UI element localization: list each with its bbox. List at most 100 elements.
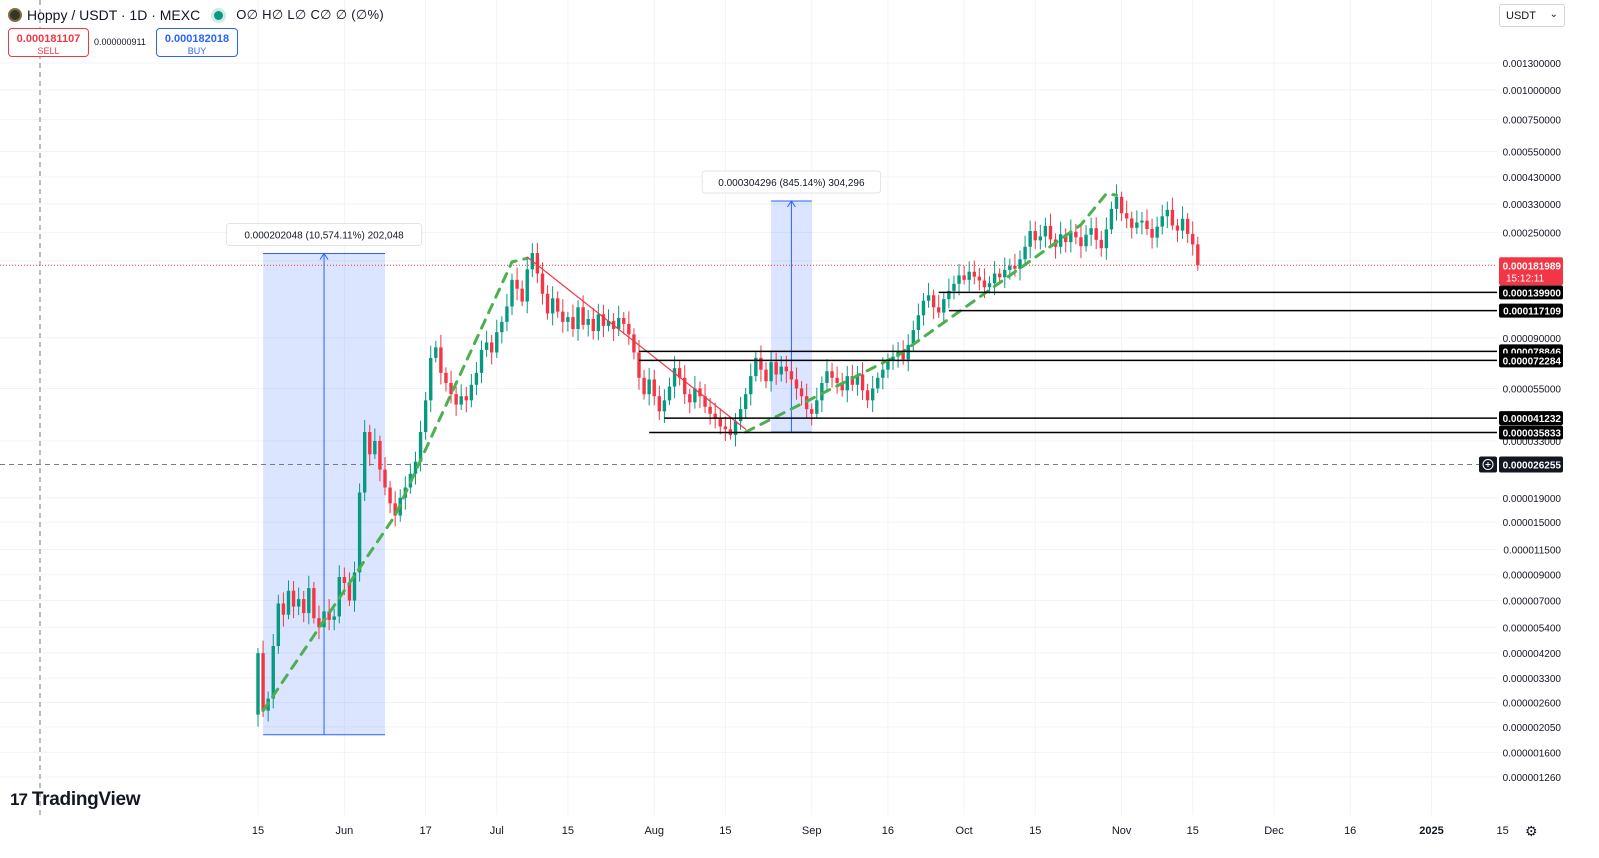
candle: [276, 594, 281, 654]
candle: [1053, 233, 1058, 259]
trend-line-dashed: [261, 256, 529, 713]
candle-body: [1003, 269, 1007, 278]
candle-body: [479, 349, 484, 373]
candle-body: [622, 318, 626, 324]
candle-body: [444, 372, 448, 383]
candle-body: [713, 413, 717, 419]
candle: [1104, 217, 1109, 260]
candle: [916, 303, 921, 341]
candle: [911, 320, 916, 352]
symbol-title[interactable]: Hoppy / USDT · 1D · MEXC: [27, 7, 201, 23]
candle-body: [952, 283, 956, 291]
sell-button[interactable]: 0.000181107 SELL: [8, 28, 89, 57]
tradingview-logo[interactable]: 17 TradingView: [10, 789, 141, 811]
candle-body: [987, 283, 992, 288]
candle-body: [921, 300, 926, 316]
candle: [921, 293, 926, 326]
candle-body: [794, 379, 799, 389]
candle: [1064, 228, 1068, 253]
candle: [1155, 216, 1159, 248]
currency-select[interactable]: USDT ⌄: [1499, 4, 1565, 27]
current-price-box: [1499, 257, 1563, 286]
candle-body: [855, 374, 860, 385]
candle-body: [992, 273, 997, 284]
price-tick-label: 0.000330000: [1503, 200, 1562, 211]
candle: [708, 398, 712, 425]
time-tick-label: Jun: [335, 825, 353, 837]
candle: [362, 420, 367, 502]
candle-body: [784, 366, 789, 372]
candle-body: [1155, 226, 1159, 238]
price-tick-label: 0.001000000: [1503, 86, 1562, 97]
candle: [815, 387, 819, 419]
candle: [1043, 217, 1048, 248]
candle: [1038, 224, 1043, 250]
candle-body: [586, 319, 590, 325]
candle: [566, 311, 570, 332]
candle: [1033, 221, 1037, 249]
candle: [723, 416, 728, 442]
candle: [789, 362, 794, 385]
candle: [505, 293, 509, 332]
candle-body: [556, 298, 560, 312]
candle: [992, 261, 997, 296]
time-tick-label: Sep: [802, 825, 822, 837]
candle-body: [1033, 231, 1037, 241]
candle: [1074, 223, 1078, 245]
price-tick-label: 0.000001600: [1503, 748, 1562, 759]
buy-button[interactable]: 0.000182018 BUY: [156, 28, 238, 57]
candle-body: [1028, 231, 1032, 247]
gear-icon[interactable]: ⚙: [1525, 823, 1538, 839]
candle: [307, 575, 311, 625]
candle-body: [317, 618, 321, 628]
time-tick-label: Nov: [1112, 825, 1132, 837]
candle-body: [698, 388, 702, 397]
candle-body: [296, 599, 301, 607]
candle-body: [957, 275, 961, 284]
candle: [937, 294, 941, 318]
candle-body: [286, 590, 291, 615]
candle: [525, 257, 529, 314]
candle-body: [723, 426, 728, 430]
candle-body: [459, 396, 463, 405]
candle-body: [886, 360, 890, 370]
level-label-box: [1499, 303, 1563, 318]
candle: [942, 292, 946, 324]
candle: [495, 319, 499, 358]
candle-body: [1185, 218, 1190, 234]
price-tick-label: 0.000005400: [1503, 623, 1562, 634]
candle: [1094, 217, 1098, 250]
candle-body: [591, 319, 595, 332]
candle-body: [357, 492, 362, 573]
candle-body: [1058, 234, 1063, 247]
candle-body: [352, 572, 357, 601]
candle-body: [1008, 265, 1012, 270]
candle-body: [1170, 209, 1175, 226]
level-label: 0.000078846: [1503, 347, 1562, 358]
sell-price: 0.000181107: [16, 33, 81, 45]
candle: [865, 383, 870, 409]
candle: [571, 304, 575, 337]
candle: [1160, 204, 1164, 235]
candle-body: [464, 396, 468, 401]
candle-body: [820, 382, 824, 401]
candle-body: [1018, 259, 1022, 269]
candle: [1119, 191, 1124, 221]
brand-name: TradingView: [31, 789, 141, 810]
candle: [672, 356, 677, 399]
candle: [683, 365, 687, 405]
price-tick-label: 0.000003300: [1503, 674, 1562, 685]
candle-body: [550, 298, 555, 314]
candle: [606, 309, 611, 332]
candle: [444, 367, 448, 392]
candle-body: [977, 276, 982, 281]
candle-body: [749, 376, 753, 395]
candle: [749, 363, 753, 406]
measure-tool: 0.000202048 (10,574.11%) 202,048: [225, 223, 423, 736]
candle-body: [718, 418, 722, 427]
candle: [601, 304, 606, 338]
candle: [947, 278, 951, 309]
candle-body: [540, 273, 545, 294]
candle-body: [383, 469, 387, 488]
